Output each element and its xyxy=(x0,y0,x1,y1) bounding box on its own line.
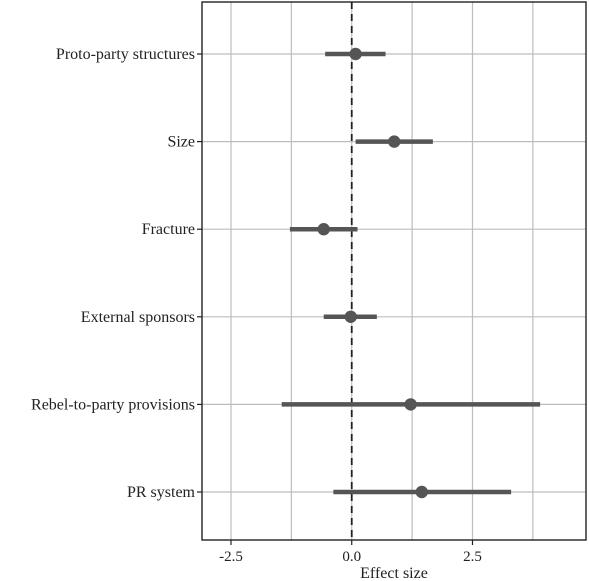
point-estimate xyxy=(317,223,330,236)
category-label: Fracture xyxy=(142,221,195,238)
point-estimate xyxy=(344,310,357,323)
category-label: PR system xyxy=(127,484,196,501)
point-estimate xyxy=(349,47,362,61)
plot-panel-border xyxy=(201,1,587,541)
y-axis-category-labels: Proto-party structures Size Fracture Extern… xyxy=(31,46,196,501)
vertical-gridlines xyxy=(230,2,534,540)
category-label: External sponsors xyxy=(81,309,195,326)
x-axis-ticks xyxy=(230,540,474,545)
point-estimates xyxy=(317,47,428,499)
category-label: Size xyxy=(167,134,195,151)
horizontal-gridlines xyxy=(202,53,586,493)
point-estimate xyxy=(404,398,417,411)
point-estimate xyxy=(388,135,401,148)
x-tick-label: -2.5 xyxy=(219,549,243,565)
category-label: Rebel-to-party provisions xyxy=(31,396,195,413)
x-tick-label: 2.5 xyxy=(463,549,482,565)
x-axis-label: Effect size xyxy=(360,565,428,581)
x-tick-label: 0.0 xyxy=(342,549,361,565)
category-label: Proto-party structures xyxy=(56,46,195,63)
x-axis-tick-labels: -2.5 0.0 2.5 xyxy=(219,549,482,565)
confidence-intervals xyxy=(281,51,541,495)
y-axis-ticks xyxy=(197,53,202,493)
point-estimate xyxy=(415,485,428,499)
